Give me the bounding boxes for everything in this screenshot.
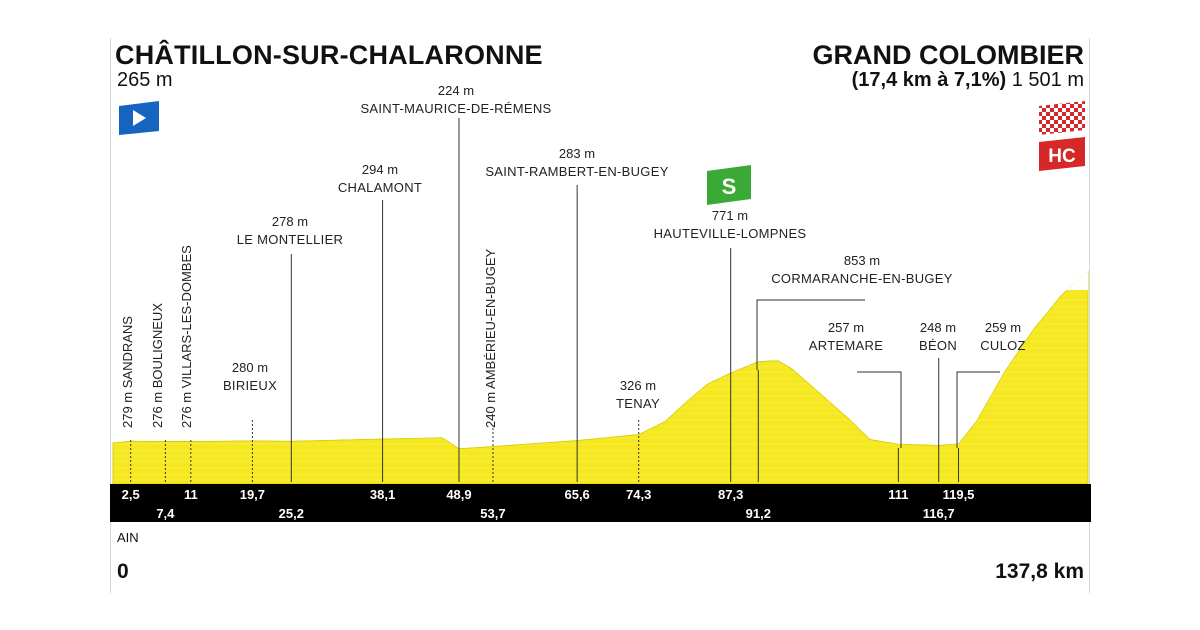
- profile-sky: [113, 271, 1088, 449]
- hc-category-icon: HC: [1039, 137, 1085, 171]
- km-label-b-on: 116,7: [923, 506, 955, 521]
- profile-area: [112, 270, 1089, 485]
- marker-elevation-tenay: 326 m: [620, 378, 656, 393]
- hc-label: HC: [1048, 146, 1076, 167]
- finish-elevation: 1 501 m: [1011, 69, 1084, 91]
- finish-climb: (17,4 km à 7,1%): [851, 69, 1007, 91]
- km-label-tenay: 74,3: [626, 487, 651, 502]
- sprint-label: S: [722, 174, 737, 199]
- marker-hook-cormaranche-en-bugey: [756, 299, 865, 370]
- finish-town: GRAND COLOMBIER: [812, 40, 1085, 70]
- marker-elevation-chalamont: 294 m: [362, 162, 398, 177]
- start-flag-icon: [119, 101, 159, 135]
- marker-name-birieux: BIRIEUX: [223, 378, 277, 393]
- marker-name-hauteville-lompnes: HAUTEVILLE-LOMPNES: [654, 226, 807, 241]
- marker-label-amb-rieu-en-bugey: 240 m AMBÉRIEU-EN-BUGEY: [483, 249, 498, 428]
- km-label-amb-rieu-en-bugey: 53,7: [480, 506, 505, 521]
- km-label-artemare: 111: [888, 487, 908, 502]
- km-band: [110, 484, 1091, 522]
- km-label-chalamont: 38,1: [370, 487, 395, 502]
- marker-name-culoz: CULOZ: [980, 338, 1026, 353]
- marker-label-bouligneux: 276 m BOULIGNEUX: [150, 303, 165, 428]
- km-end: 137,8 km: [995, 560, 1084, 583]
- right-border: [1089, 38, 1090, 593]
- marker-name-le-montellier: LE MONTELLIER: [237, 232, 343, 247]
- marker-elevation-culoz: 259 m: [985, 320, 1021, 335]
- start-town: CHÂTILLON-SUR-CHALARONNE: [115, 40, 543, 70]
- km-label-le-montellier: 25,2: [279, 506, 304, 521]
- region-label: AIN: [117, 530, 139, 545]
- elevation-profile: [112, 270, 1089, 485]
- marker-elevation-le-montellier: 278 m: [272, 214, 308, 229]
- left-border: [110, 38, 111, 593]
- km-label-sandrans: 2,5: [122, 487, 140, 502]
- marker-label-sandrans: 279 m SANDRANS: [120, 316, 135, 428]
- marker-name-artemare: ARTEMARE: [809, 338, 883, 353]
- marker-elevation-b-on: 248 m: [920, 320, 956, 335]
- marker-elevation-birieux: 280 m: [232, 360, 268, 375]
- marker-name-cormaranche-en-bugey: CORMARANCHE-EN-BUGEY: [771, 271, 953, 286]
- km-label-cormaranche-en-bugey: 91,2: [746, 506, 771, 521]
- marker-name-saint-rambert-en-bugey: SAINT-RAMBERT-EN-BUGEY: [485, 164, 668, 179]
- start-elevation: 265 m: [117, 69, 173, 91]
- marker-hook-artemare: [857, 371, 902, 448]
- town-markers: 279 m SANDRANS 2,5 276 m BOULIGNEUX 7,4 276 …: [120, 83, 1026, 521]
- km-label-saint-rambert-en-bugey: 65,6: [564, 487, 589, 502]
- marker-elevation-saint-maurice-de-r-mens: 224 m: [438, 83, 474, 98]
- marker-elevation-saint-rambert-en-bugey: 283 m: [559, 146, 595, 161]
- marker-elevation-cormaranche-en-bugey: 853 m: [844, 253, 880, 268]
- km-label-culoz: 119,5: [943, 487, 975, 502]
- km-band-bg: [110, 484, 1091, 522]
- km-label-birieux: 19,7: [240, 487, 265, 502]
- km-start: 0: [117, 560, 129, 583]
- marker-label-villars-les-dombes: 276 m VILLARS-LES-DOMBES: [179, 245, 194, 428]
- marker-name-tenay: TENAY: [616, 396, 660, 411]
- marker-name-chalamont: CHALAMONT: [338, 180, 422, 195]
- km-label-villars-les-dombes: 11: [184, 487, 198, 502]
- finish-details: (17,4 km à 7,1%) 1 501 m: [852, 69, 1084, 92]
- finish-flag-icon: [1039, 101, 1085, 135]
- sprint-icon: S: [707, 165, 751, 205]
- marker-name-saint-maurice-de-r-mens: SAINT-MAURICE-DE-RÉMENS: [360, 101, 551, 116]
- marker-elevation-artemare: 257 m: [828, 320, 864, 335]
- km-label-saint-maurice-de-r-mens: 48,9: [446, 487, 471, 502]
- km-label-hauteville-lompnes: 87,3: [718, 487, 743, 502]
- marker-hook-culoz: [956, 371, 1000, 448]
- km-label-bouligneux: 7,4: [156, 506, 175, 521]
- marker-elevation-hauteville-lompnes: 771 m: [712, 208, 748, 223]
- marker-name-b-on: BÉON: [919, 338, 957, 353]
